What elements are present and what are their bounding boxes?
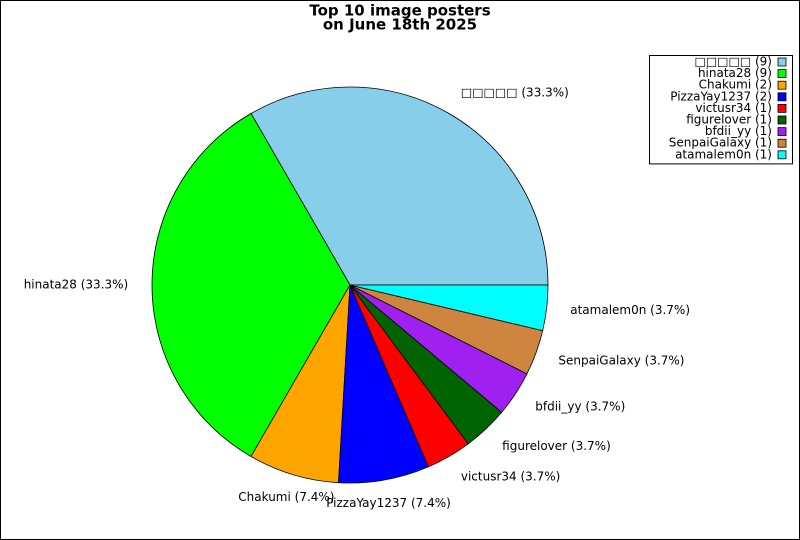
slice-label: SenpaiGalaxy (3.7%): [558, 353, 684, 367]
legend-label: victusr34 (1): [695, 101, 772, 115]
slice-label: figurelover (3.7%): [502, 439, 611, 453]
legend-swatch: [777, 92, 787, 102]
slice-label: Chakumi (7.4%): [238, 490, 334, 504]
legend-label: atamalem0n (1): [675, 147, 772, 161]
legend-swatch: [777, 104, 787, 113]
legend-label: bfdii_yy (1): [705, 124, 772, 138]
legend-swatch: [777, 115, 787, 125]
legend-label: Chakumi (2): [699, 78, 772, 92]
legend-label: □□□□□ (9): [694, 55, 772, 69]
legend-box: [649, 55, 793, 165]
chart-subtitle: on June 18th 2025: [323, 16, 477, 34]
legend-swatch: [777, 80, 787, 90]
legend-swatch: [777, 57, 787, 67]
slice-label: bfdii_yy (3.7%): [535, 399, 625, 413]
legend-swatch: [777, 127, 787, 136]
slice-label: hinata28 (33.3%): [24, 278, 129, 292]
legend-label: hinata28 (9): [698, 66, 772, 80]
pie-slice: [250, 86, 549, 286]
slice-label: PizzaYay1237 (7.4%): [326, 496, 451, 510]
legend-label: SenpaiGalaxy (1): [669, 136, 772, 150]
pie-slice: [349, 284, 549, 332]
legend-swatch: [777, 138, 787, 148]
legend-swatch: [777, 69, 787, 78]
legend-label: figurelover (1): [686, 113, 772, 127]
chart-title: Top 10 image posters: [309, 2, 490, 20]
slice-label: atamalem0n (3.7%): [570, 303, 690, 317]
slice-label: □□□□□ (33.3%): [461, 85, 569, 99]
legend-swatch: [777, 150, 787, 160]
slice-label: victusr34 (3.7%): [461, 470, 560, 484]
legend-label: PizzaYay1237 (2): [670, 89, 772, 103]
